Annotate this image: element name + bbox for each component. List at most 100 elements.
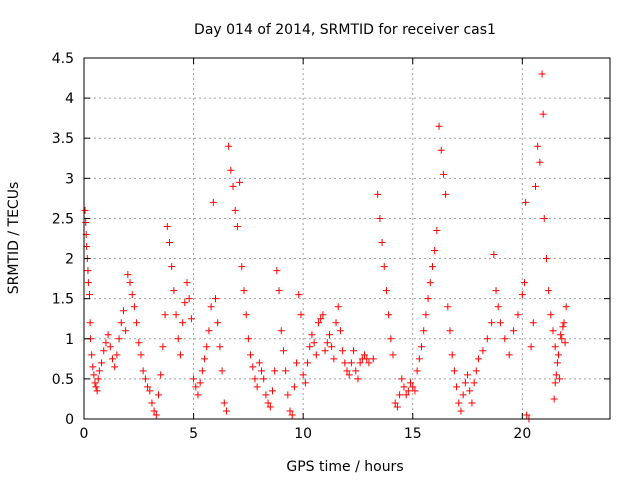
data-point [398,375,406,383]
data-point [111,363,119,371]
data-point [527,343,535,351]
data-point [363,355,371,363]
data-point [420,327,428,335]
plot-frame [83,57,611,420]
data-point [247,351,255,359]
data-point [100,347,108,355]
data-point [207,303,215,311]
data-point [350,347,358,355]
data-point [126,279,134,287]
data-point [266,403,274,411]
data-point [268,387,276,395]
data-point [330,355,338,363]
data-point [413,367,421,375]
data-point [523,411,531,419]
data-point [312,351,320,359]
data-point [236,178,244,186]
y-tick-label: 2 [65,252,74,268]
data-point [455,399,463,407]
data-point [483,335,491,343]
data-point [185,295,193,303]
data-point [407,379,415,387]
data-point [137,351,145,359]
data-point [233,222,241,230]
data-point [249,363,257,371]
data-point [343,367,351,375]
data-point [157,371,165,379]
data-point [183,279,191,287]
data-point [378,239,386,247]
data-point [244,335,252,343]
data-point [88,351,96,359]
data-point [84,279,92,287]
data-point [347,359,355,367]
data-point [556,375,564,383]
data-point [194,391,202,399]
data-point [464,371,472,379]
data-point [172,311,180,319]
data-point [496,319,504,327]
data-point [479,347,487,355]
data-point [345,371,353,379]
data-point [361,351,369,359]
data-point [310,339,318,347]
data-point [549,327,557,335]
data-point [391,399,399,407]
data-point [522,198,530,206]
data-point [559,323,567,331]
data-point [295,291,303,299]
data-point [222,407,230,415]
data-point [514,311,522,319]
data-point [488,319,496,327]
data-point [130,303,138,311]
data-point [95,367,103,375]
data-point [212,295,219,303]
data-point [141,375,149,383]
data-point [459,391,467,399]
data-point [264,399,272,407]
data-point [466,387,474,395]
data-point [418,343,426,351]
data-point [231,206,239,214]
data-point [393,403,401,411]
data-point [472,367,480,375]
data-point [93,387,101,395]
data-point [89,363,97,371]
data-point [542,255,550,263]
data-point [439,170,447,178]
data-point [492,287,500,295]
data-point [238,263,246,271]
data-point [332,319,340,327]
data-point [165,239,173,247]
data-point [539,110,547,118]
data-point [144,383,152,391]
data-point [205,327,213,335]
data-point [336,327,344,335]
data-point [94,375,102,383]
data-point [297,311,305,319]
x-tick-label: 15 [404,426,422,442]
data-point [415,355,423,363]
data-point [389,351,397,359]
data-point [553,359,561,367]
data-point [339,347,347,355]
data-point [201,355,209,363]
data-point [168,263,176,271]
data-point [124,271,132,279]
data-point [551,379,559,387]
data-point [494,303,502,311]
data-point [148,399,156,407]
data-point [461,379,469,387]
y-tick-label: 1 [65,332,74,348]
data-point [104,331,112,339]
data-point [98,359,106,367]
y-tick-label: 0.5 [52,372,74,388]
data-point [557,331,565,339]
data-point [411,387,419,395]
data-point [282,367,290,375]
data-point [475,355,482,363]
data-point [442,190,450,198]
data-point [402,391,410,399]
data-point [380,263,388,271]
